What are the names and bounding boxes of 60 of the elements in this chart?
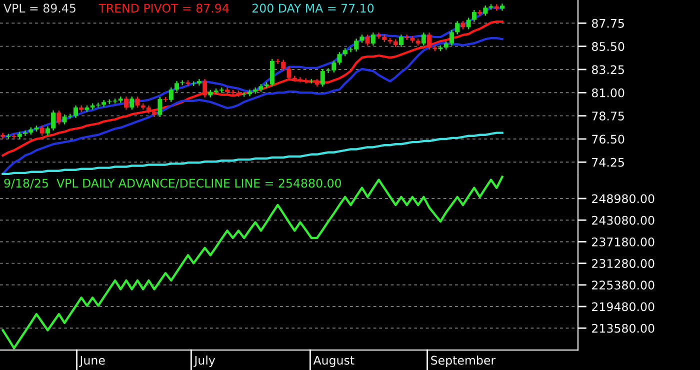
x-tick-label: August — [313, 356, 354, 367]
y-tick-label: 219480.00 — [592, 302, 654, 312]
y-tick-label: 243080.00 — [592, 216, 654, 225]
candlestick — [40, 124, 44, 136]
candlestick — [421, 32, 426, 46]
text: TREND PIVOT = 87.94 — [98, 4, 229, 13]
candlestick — [124, 96, 129, 110]
candlestick — [398, 34, 404, 48]
y-tick-label: 237180.00 — [592, 237, 654, 246]
candlestick — [449, 30, 454, 46]
candlestick — [466, 17, 471, 30]
text: 200 DAY MA = 77.10 — [252, 4, 374, 13]
y-tick-label: 225380.00 — [592, 280, 654, 290]
candlestick — [45, 126, 50, 136]
x-tick-label: September — [431, 356, 496, 367]
candlestick — [135, 96, 140, 108]
y-tick-label: 76.50 — [592, 134, 624, 144]
y-tick-label: 87.75 — [592, 18, 624, 28]
y-tick-label: 231280.00 — [592, 259, 654, 268]
candlestick — [472, 9, 476, 22]
candlestick — [427, 32, 432, 50]
candlestick — [332, 60, 336, 73]
chart-title: VPL = 89.45 — [4, 4, 76, 13]
candlestick — [286, 66, 292, 81]
candlestick — [276, 58, 280, 64]
candlestick — [478, 9, 482, 16]
candlestick — [219, 86, 224, 94]
y-tick-label: 213580.00 — [592, 324, 654, 333]
candlestick — [370, 32, 376, 46]
line-series — [2, 132, 504, 176]
y-tick-label: 248980.00 — [592, 194, 654, 204]
x-tick-label: July — [194, 356, 216, 367]
candlestick — [130, 96, 134, 110]
y-tick-label: 85.50 — [592, 42, 624, 51]
candlestick — [320, 68, 325, 88]
line-series — [2, 20, 504, 157]
x-tick-label: June — [79, 356, 105, 367]
y-tick-label: 83.25 — [592, 65, 624, 74]
candlestick — [74, 104, 78, 118]
candlestick — [51, 110, 56, 132]
candlestick — [56, 110, 62, 125]
candlestick — [455, 20, 460, 35]
candlestick — [270, 58, 274, 88]
candlestick — [298, 76, 302, 83]
candlestick — [483, 4, 488, 16]
y-tick-label: 78.75 — [592, 112, 624, 120]
candlestick — [96, 102, 100, 108]
y-tick-label: 81.00 — [592, 88, 624, 98]
candlestick — [281, 59, 286, 72]
series-label: 9/18/25 VPL DAILY ADVANCE/DECLINE LINE = 254880.00 — [4, 178, 341, 189]
candlestick — [304, 78, 308, 84]
line-series — [2, 176, 504, 350]
candlestick — [202, 78, 208, 98]
candlestick — [62, 114, 67, 125]
candlestick — [168, 86, 174, 103]
candlestick — [158, 96, 162, 118]
candlestick — [365, 34, 370, 46]
candlestick — [354, 38, 359, 52]
y-tick-label: 74.25 — [592, 158, 624, 167]
candlestick — [174, 80, 180, 92]
